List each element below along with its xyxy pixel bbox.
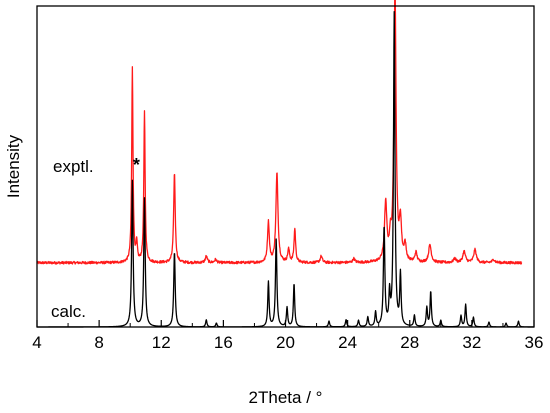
- x-tick-label-28: 28: [400, 333, 419, 352]
- series-label-exptl: exptl.: [53, 157, 94, 176]
- x-tick-label-16: 16: [214, 333, 233, 352]
- x-tick-label-20: 20: [276, 333, 295, 352]
- x-tick-label-12: 12: [152, 333, 171, 352]
- impurity-marker: *: [133, 155, 140, 175]
- x-axis-tick-labels: 4 8 12 16 20 24 28 32 36: [32, 333, 543, 352]
- series-label-calc: calc.: [51, 302, 86, 321]
- x-tick-label-32: 32: [462, 333, 481, 352]
- series-line-exptl: [36, 0, 523, 265]
- x-tick-label-36: 36: [525, 333, 544, 352]
- x-axis-title: 2Theta / °: [249, 388, 323, 407]
- plot-frame: [36, 5, 535, 328]
- x-axis-ticks: [36, 320, 535, 327]
- x-tick-label-4: 4: [32, 333, 41, 352]
- x-tick-label-8: 8: [94, 333, 103, 352]
- x-tick-label-24: 24: [338, 333, 357, 352]
- y-axis-title: Intensity: [4, 134, 23, 198]
- series-line-calc: [36, 10, 535, 328]
- series-layer: [36, 0, 535, 328]
